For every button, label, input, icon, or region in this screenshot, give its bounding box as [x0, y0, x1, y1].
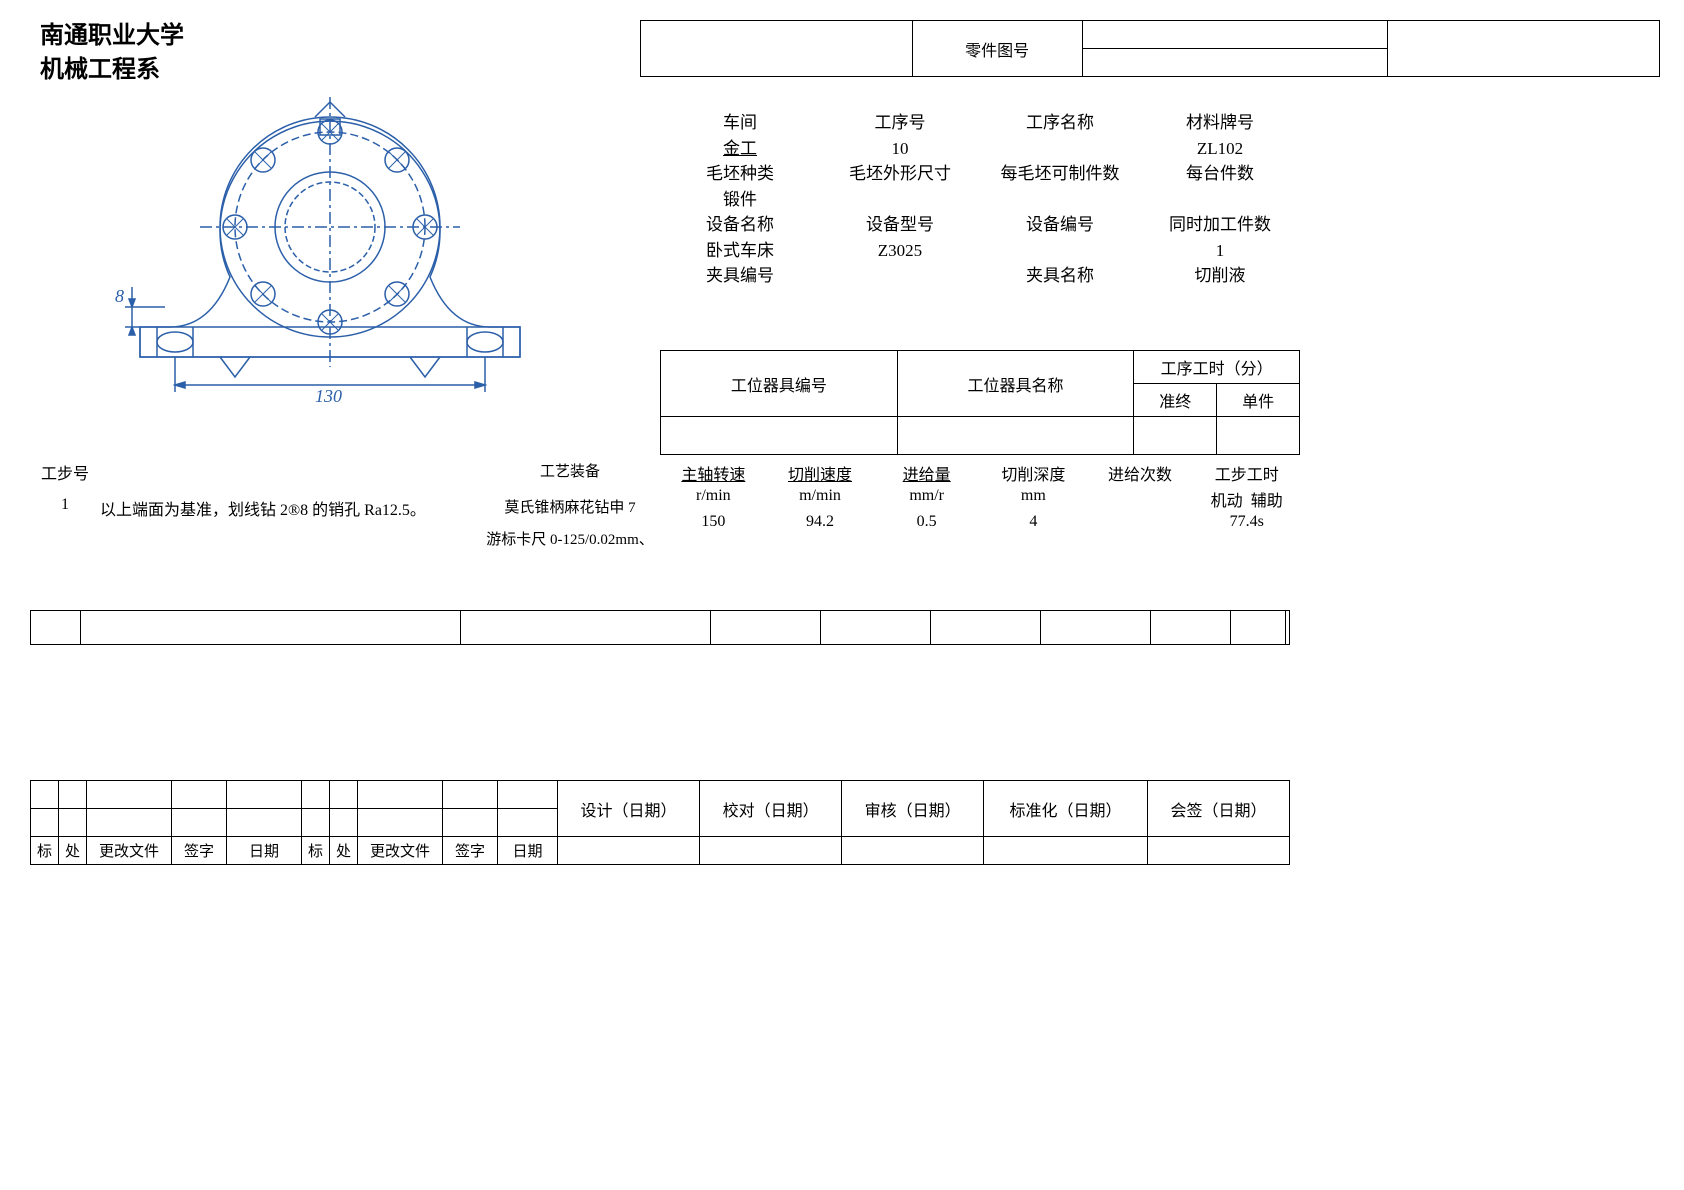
- depth-label: 切削深度: [980, 460, 1087, 486]
- equip-model-value: Z3025: [820, 238, 980, 264]
- feed-value: 0.5: [873, 512, 980, 532]
- date-label: 日期: [227, 837, 302, 865]
- simul-label: 同时加工件数: [1140, 212, 1300, 238]
- standardize-label: 标准化（日期）: [984, 781, 1148, 837]
- tool-num-label: 工位器具编号: [661, 351, 898, 417]
- fixture-num-label: 夹具编号: [660, 263, 820, 289]
- feed-label: 进给量: [873, 460, 980, 486]
- machine-label: 机动: [1211, 493, 1243, 510]
- design-label: 设计（日期）: [558, 781, 700, 837]
- middle-strip: [30, 610, 1290, 645]
- change-doc-label: 更改文件: [87, 837, 172, 865]
- material-value: ZL102: [1140, 136, 1300, 162]
- blank-type-value: 锻件: [660, 187, 820, 213]
- workshop-value: 金工: [660, 136, 820, 162]
- step-1-desc: 以上端面为基准，划线钻 2®8 的销孔 Ra12.5。: [90, 496, 480, 520]
- cutting-params: 主轴转速 切削速度 进给量 切削深度 进给次数 工步工时 r/min m/min…: [660, 460, 1300, 532]
- drawing-svg: 8 130: [20, 47, 620, 407]
- process-time-label: 工序工时（分）: [1134, 351, 1300, 384]
- change-doc-label-2: 更改文件: [358, 837, 443, 865]
- per-blank-label: 每毛坯可制件数: [980, 161, 1140, 187]
- step-time-label: 工步工时: [1193, 460, 1300, 486]
- process-steps: 工步号 工艺装备 1 以上端面为基准，划线钻 2®8 的销孔 Ra12.5。 莫…: [40, 460, 660, 549]
- equip-2: 游标卡尺 0-125/0.02mm、: [480, 528, 660, 549]
- per-machine-label: 每台件数: [1140, 161, 1300, 187]
- mark-label: 标: [31, 837, 59, 865]
- place-label-2: 处: [330, 837, 358, 865]
- equip-name-value: 卧式车床: [660, 238, 820, 264]
- equip-1: 莫氏锥柄麻花钻申 7: [480, 496, 660, 520]
- tool-name-label: 工位器具名称: [897, 351, 1134, 417]
- passes-label: 进给次数: [1087, 460, 1194, 486]
- feed-unit: mm/r: [873, 486, 980, 512]
- process-name-label: 工序名称: [980, 110, 1140, 136]
- part-number-table: 零件图号: [640, 20, 1660, 77]
- dim-8: 8: [115, 286, 124, 306]
- review-label: 审核（日期）: [842, 781, 984, 837]
- date-label-2: 日期: [498, 837, 558, 865]
- process-num-value: 10: [820, 136, 980, 162]
- part-diagram: 8 130: [20, 47, 620, 407]
- equip-name-label: 设备名称: [660, 212, 820, 238]
- process-name-value: [980, 136, 1140, 162]
- sign-label-2: 签字: [443, 837, 498, 865]
- blank-cell: [641, 21, 913, 77]
- blank-cell: [1082, 21, 1388, 49]
- fixture-name-label: 夹具名称: [980, 263, 1140, 289]
- coolant-label: 切削液: [1140, 263, 1300, 289]
- cut-speed-value: 94.2: [767, 512, 874, 532]
- mark-label-2: 标: [302, 837, 330, 865]
- equip-num-label: 设备编号: [980, 212, 1140, 238]
- check-label: 校对（日期）: [700, 781, 842, 837]
- machine-value: 77.4s: [1193, 512, 1300, 532]
- blank-cell: [1082, 49, 1388, 77]
- aux-label: 辅助: [1251, 493, 1283, 510]
- equip-model-label: 设备型号: [820, 212, 980, 238]
- depth-value: 4: [980, 512, 1087, 532]
- revision-signature-table: 设计（日期） 校对（日期） 审核（日期） 标准化（日期） 会签（日期） 标 处 …: [30, 780, 1290, 865]
- step-1-num: 1: [40, 496, 90, 520]
- part-drawing-label: 零件图号: [912, 21, 1082, 77]
- blank-size-label: 毛坯外形尺寸: [820, 161, 980, 187]
- spindle-label: 主轴转速: [660, 460, 767, 486]
- blank-type-label: 毛坯种类: [660, 161, 820, 187]
- cut-speed-label: 切削速度: [767, 460, 874, 486]
- tooling-table: 工位器具编号 工位器具名称 工序工时（分） 准终 单件: [660, 350, 1300, 455]
- process-info-grid: 车间 工序号 工序名称 材料牌号 金工 10 ZL102 毛坯种类 毛坯外形尺寸…: [660, 110, 1300, 289]
- place-label: 处: [59, 837, 87, 865]
- sign-label: 签字: [172, 837, 227, 865]
- workshop-label: 车间: [660, 110, 820, 136]
- prep-label: 准终: [1134, 384, 1217, 417]
- process-num-label: 工序号: [820, 110, 980, 136]
- approve-label: 会签（日期）: [1147, 781, 1289, 837]
- spindle-unit: r/min: [660, 486, 767, 512]
- simul-value: 1: [1140, 238, 1300, 264]
- dim-130: 130: [315, 386, 342, 406]
- step-num-header: 工步号: [40, 460, 90, 484]
- process-sheet: 南通职业大学 机械工程系 零件图号: [20, 20, 1660, 407]
- blank-cell: [1388, 21, 1660, 77]
- unit-label: 单件: [1217, 384, 1300, 417]
- cut-speed-unit: m/min: [767, 486, 874, 512]
- spindle-value: 150: [660, 512, 767, 532]
- material-label: 材料牌号: [1140, 110, 1300, 136]
- equip-header: 工艺装备: [480, 460, 660, 484]
- depth-unit: mm: [980, 486, 1087, 512]
